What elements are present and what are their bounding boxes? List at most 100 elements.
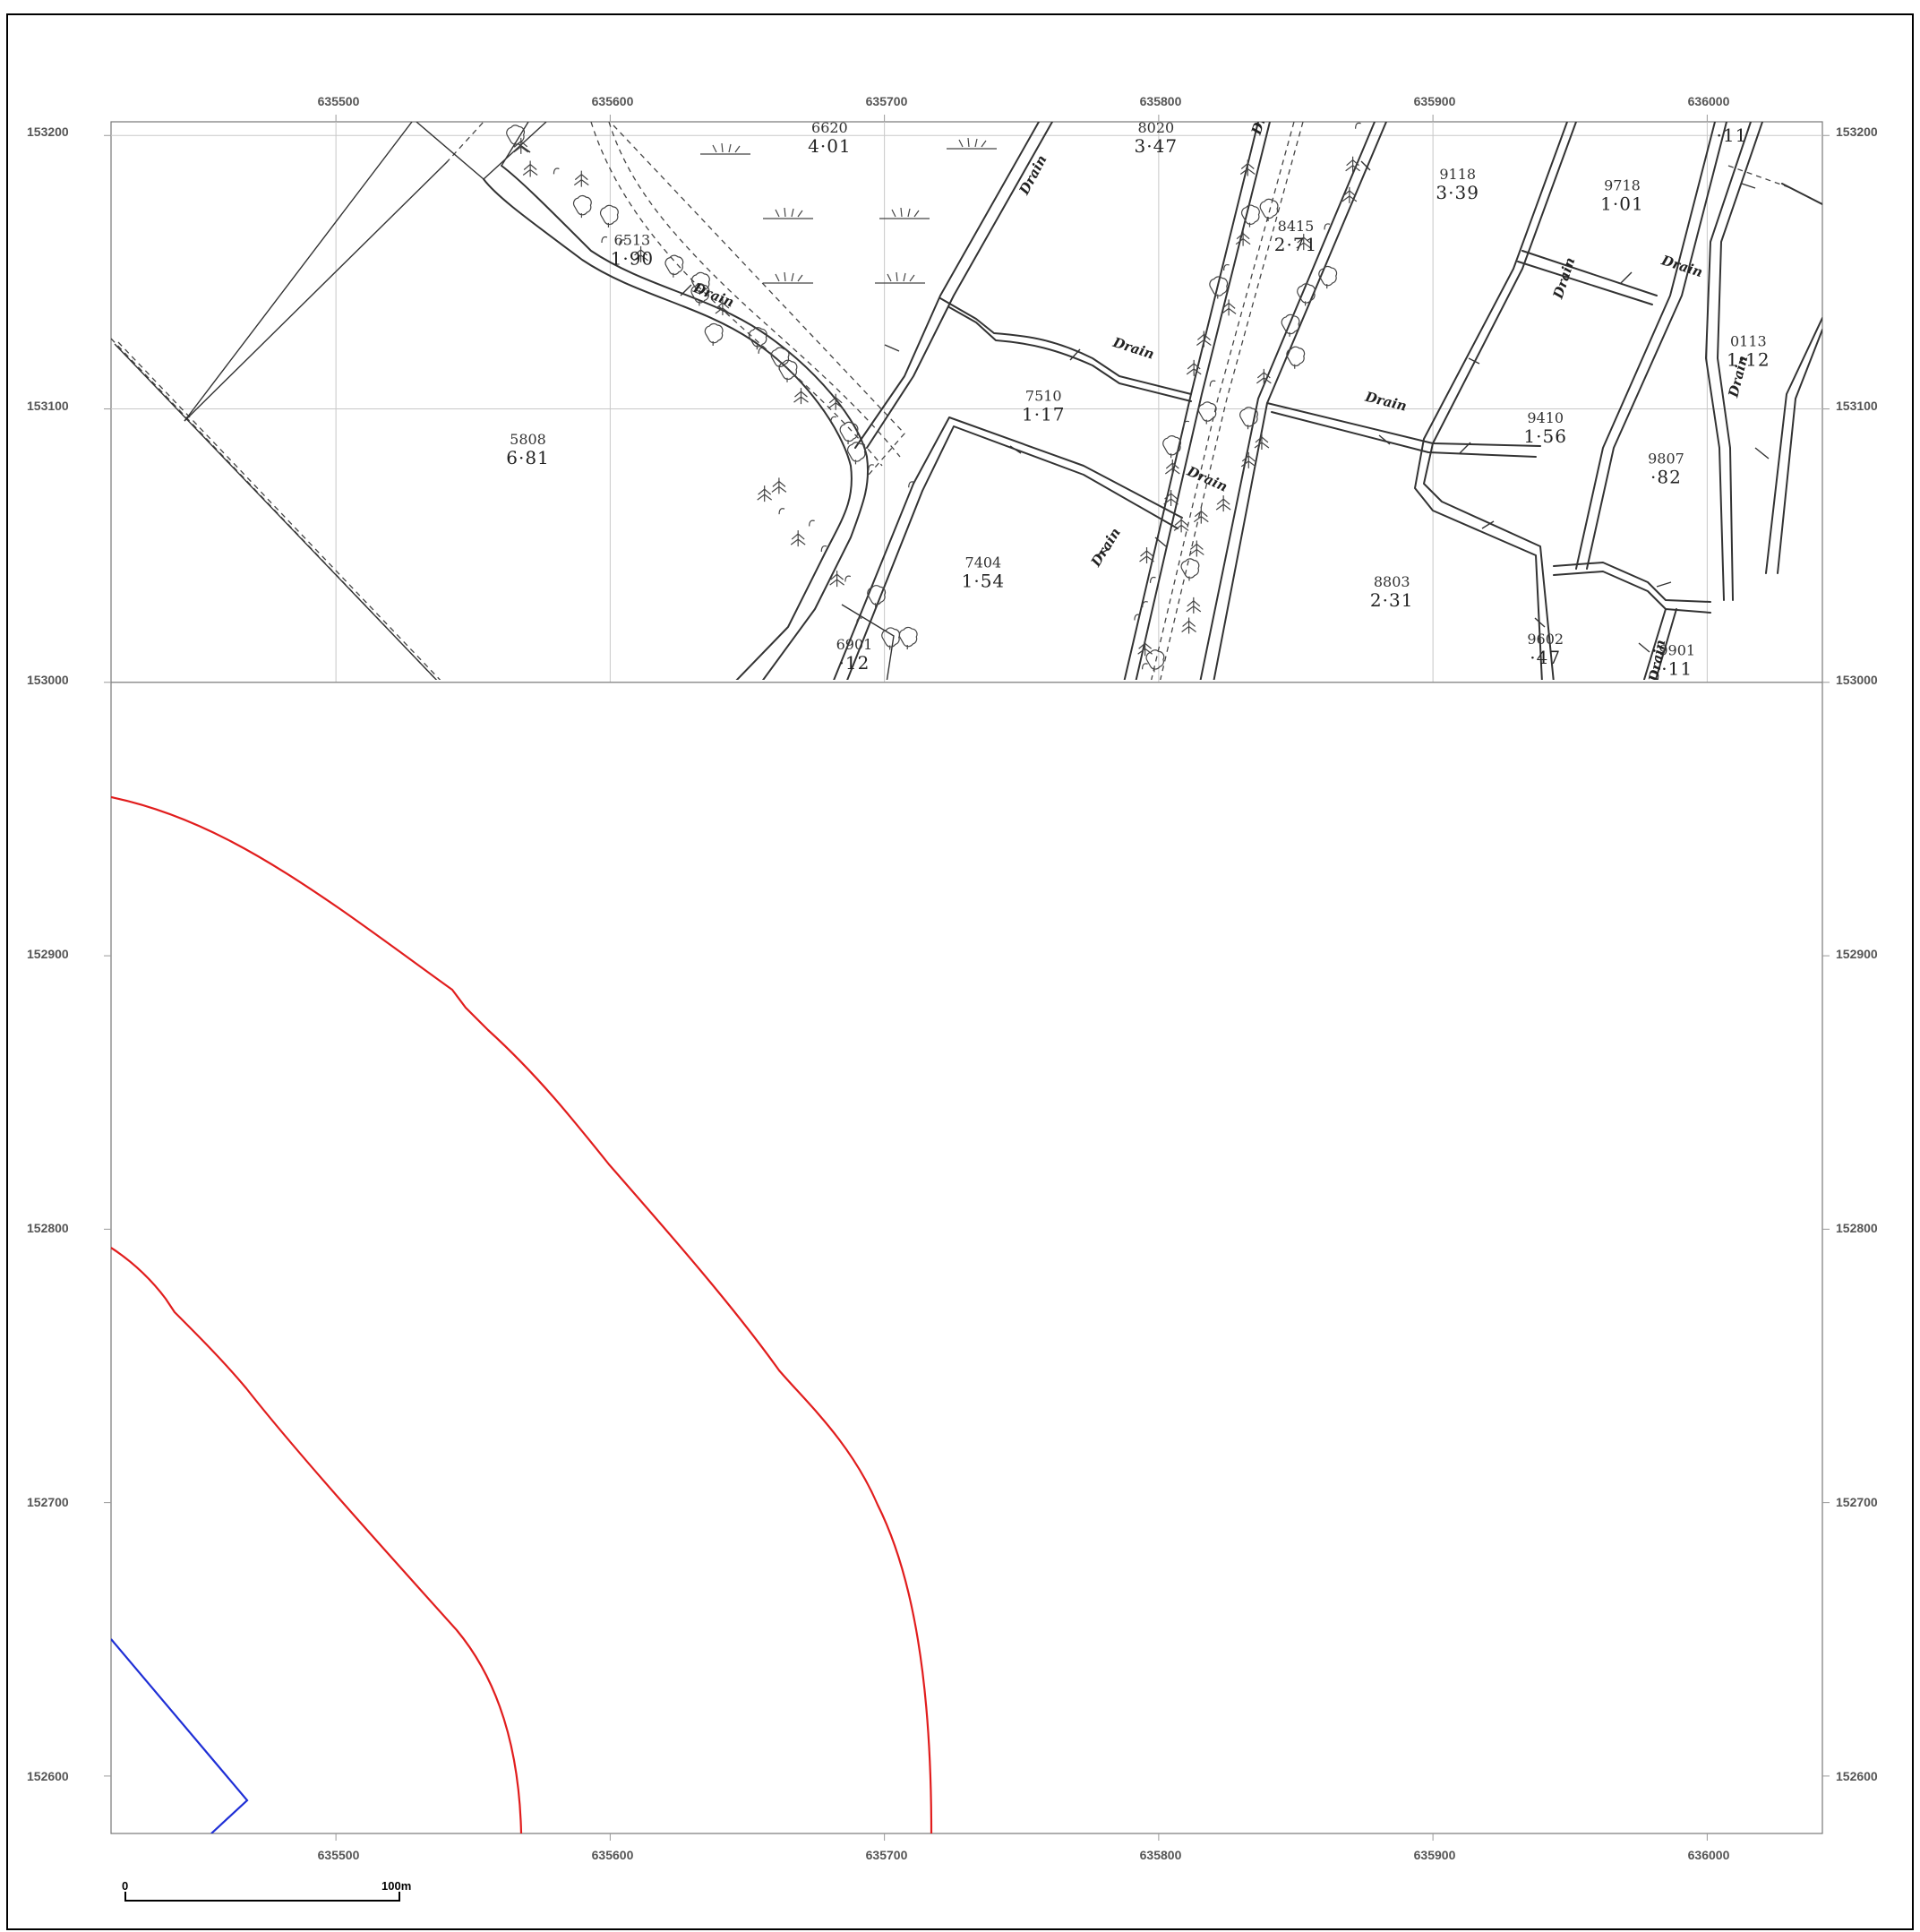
- coniferous-tree-symbol: [757, 485, 773, 502]
- marsh-symbol: [947, 137, 997, 150]
- marsh-symbol: [875, 271, 925, 284]
- footpath: [590, 122, 883, 467]
- coniferous-tree-symbol: [793, 388, 809, 405]
- drain: [1423, 122, 1577, 680]
- drain-label: Drain: [1110, 334, 1156, 363]
- deciduous-tree-symbol: [867, 585, 887, 608]
- parcel-number: 6901: [836, 636, 873, 653]
- drain: [1642, 608, 1667, 680]
- deciduous-tree-symbol: [1162, 435, 1181, 459]
- track: [483, 178, 853, 680]
- drain-label: Drain: [1016, 152, 1050, 198]
- scrub-symbol: [758, 347, 765, 354]
- parcel-area: 1·17: [1022, 403, 1066, 425]
- scrub-symbol: [809, 519, 815, 527]
- parcel-number: 5808: [510, 431, 546, 448]
- scrub-symbol: [619, 239, 626, 246]
- drain: [846, 490, 923, 680]
- drain: [866, 122, 1053, 449]
- parcel-number: 8803: [1374, 573, 1410, 590]
- scrub-symbol: [1209, 380, 1216, 387]
- drain: [1414, 122, 1568, 680]
- outer-buffer-line: [111, 795, 933, 1833]
- drain-label: Drain: [1087, 525, 1124, 570]
- drain: [1271, 411, 1537, 458]
- coniferous-tree-symbol: [1215, 495, 1231, 512]
- drain: [1575, 122, 1716, 570]
- coniferous-tree-symbol: [827, 393, 844, 410]
- marsh-symbol: [763, 271, 813, 284]
- coniferous-tree-symbol: [1341, 186, 1358, 203]
- coordinate-labels: 635500 635600 635700 635800 635900 63600…: [27, 94, 1878, 1862]
- parcel-boundary: [841, 604, 895, 680]
- deciduous-tree-symbol: [690, 271, 710, 295]
- drain: [1586, 122, 1727, 570]
- coniferous-tree-symbol: [1181, 617, 1196, 634]
- northing-label-right: 153200: [1836, 125, 1878, 139]
- parcel-area: 3·39: [1436, 182, 1479, 203]
- wooded-strip-edge: [1123, 122, 1259, 680]
- scrub-symbol: [1134, 614, 1141, 621]
- parcel-area: ·11: [1661, 657, 1693, 679]
- coniferous-tree-symbol: [522, 160, 538, 177]
- deciduous-tree-symbol: [1286, 346, 1306, 369]
- scrub-symbol: [908, 481, 914, 488]
- parcel-number: 0113: [1730, 332, 1767, 349]
- boundary-dashed: [1727, 165, 1792, 189]
- deciduous-tree-symbol: [847, 442, 866, 465]
- parcel-number: 9718: [1604, 176, 1641, 193]
- parcel-number: 9602: [1527, 631, 1564, 648]
- coniferous-tree-symbol: [1345, 156, 1360, 173]
- drain: [1521, 250, 1658, 296]
- coniferous-tree-symbol: [1193, 507, 1209, 524]
- drain: [854, 122, 1040, 449]
- scrub-symbol: [830, 416, 837, 423]
- track-edge: [483, 122, 547, 180]
- easting-label-bottom: 635700: [866, 1848, 908, 1862]
- coniferous-tree-symbol: [771, 477, 787, 494]
- field-boundary-dashed: [445, 122, 484, 164]
- parcel-number: 7404: [965, 554, 1002, 571]
- drain: [939, 297, 1192, 395]
- coniferous-tree-symbol: [1221, 299, 1237, 316]
- marsh-symbol: [879, 207, 930, 219]
- scale-bar-start-label: 0: [122, 1879, 128, 1893]
- marsh-symbol: [763, 207, 813, 219]
- coniferous-tree-symbol: [790, 530, 806, 547]
- easting-label-top: 635900: [1414, 94, 1456, 108]
- field-boundary: [184, 160, 449, 422]
- parcel-area: 6·81: [506, 447, 550, 468]
- northing-label-right: 153100: [1836, 399, 1878, 413]
- scale-bar-line: [124, 1892, 400, 1902]
- drain-ticks: [517, 142, 1770, 653]
- track: [501, 165, 870, 680]
- easting-label-top: 636000: [1688, 94, 1730, 108]
- scrub-symbol: [1142, 663, 1148, 670]
- deciduous-tree-symbol: [1180, 558, 1200, 581]
- field-boundary: [184, 122, 413, 422]
- easting-label-top: 635500: [318, 94, 360, 108]
- coordinate-grid: [104, 115, 1830, 1841]
- deciduous-tree-symbol: [1209, 276, 1229, 299]
- northing-label-left: 153200: [27, 125, 69, 139]
- inner-buffer-line: [111, 1247, 523, 1833]
- coniferous-tree-symbol: [1188, 540, 1204, 557]
- parcel-number: 9118: [1439, 166, 1476, 183]
- parcel-number: 9807: [1648, 451, 1684, 468]
- coniferous-tree-symbol: [1235, 229, 1251, 246]
- scrub-symbol: [868, 464, 875, 471]
- wooded-strip-edge: [1135, 122, 1271, 680]
- coniferous-tree-symbol: [513, 137, 529, 154]
- northing-label-right: 153000: [1836, 673, 1878, 687]
- drain: [913, 416, 1183, 519]
- northing-label-left: 153100: [27, 399, 69, 413]
- easting-label-bottom: 635600: [592, 1848, 634, 1862]
- parcel-area: 1·90: [611, 247, 655, 269]
- parcel-area: 1·56: [1523, 425, 1567, 447]
- deciduous-tree-symbol: [898, 626, 918, 650]
- buffer-zones: [111, 795, 933, 1833]
- coniferous-tree-symbol: [1239, 159, 1256, 176]
- coniferous-tree-symbol: [1163, 490, 1179, 507]
